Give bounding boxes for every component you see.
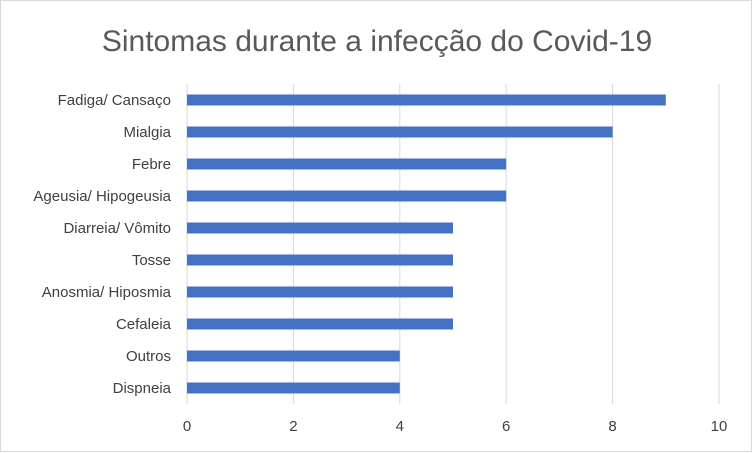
bar bbox=[187, 126, 613, 138]
x-tick-label: 4 bbox=[396, 418, 404, 435]
category-label: Anosmia/ Hiposmia bbox=[42, 284, 172, 301]
category-label: Fadiga/ Cansaço bbox=[58, 92, 171, 109]
bar bbox=[187, 254, 453, 266]
bar bbox=[187, 382, 400, 394]
x-tick-label: 10 bbox=[711, 418, 728, 435]
category-labels: Fadiga/ Cansaço Mialgia Febre Ageusia/ Hipo… bbox=[33, 92, 171, 397]
x-axis-tick-labels: 0 2 4 6 8 10 bbox=[183, 418, 728, 435]
category-label: Mialgia bbox=[123, 124, 171, 141]
category-label: Tosse bbox=[132, 252, 171, 269]
category-label: Diarreia/ Vômito bbox=[63, 220, 171, 237]
x-tick-label: 6 bbox=[502, 418, 510, 435]
bar bbox=[187, 350, 400, 362]
category-label: Cefaleia bbox=[116, 316, 172, 333]
bar bbox=[187, 94, 666, 106]
bar bbox=[187, 286, 453, 298]
bar bbox=[187, 318, 453, 330]
bar bbox=[187, 190, 507, 202]
category-label: Ageusia/ Hipogeusia bbox=[33, 188, 171, 205]
category-label: Outros bbox=[126, 348, 171, 365]
bars bbox=[187, 94, 666, 394]
bar bbox=[187, 222, 453, 234]
x-tick-label: 2 bbox=[289, 418, 297, 435]
bar bbox=[187, 158, 507, 170]
chart-title: Sintomas durante a infecção do Covid-19 bbox=[102, 25, 652, 58]
category-label: Dispneia bbox=[113, 380, 172, 397]
x-tick-label: 0 bbox=[183, 418, 191, 435]
category-label: Febre bbox=[132, 156, 171, 173]
x-tick-label: 8 bbox=[608, 418, 616, 435]
